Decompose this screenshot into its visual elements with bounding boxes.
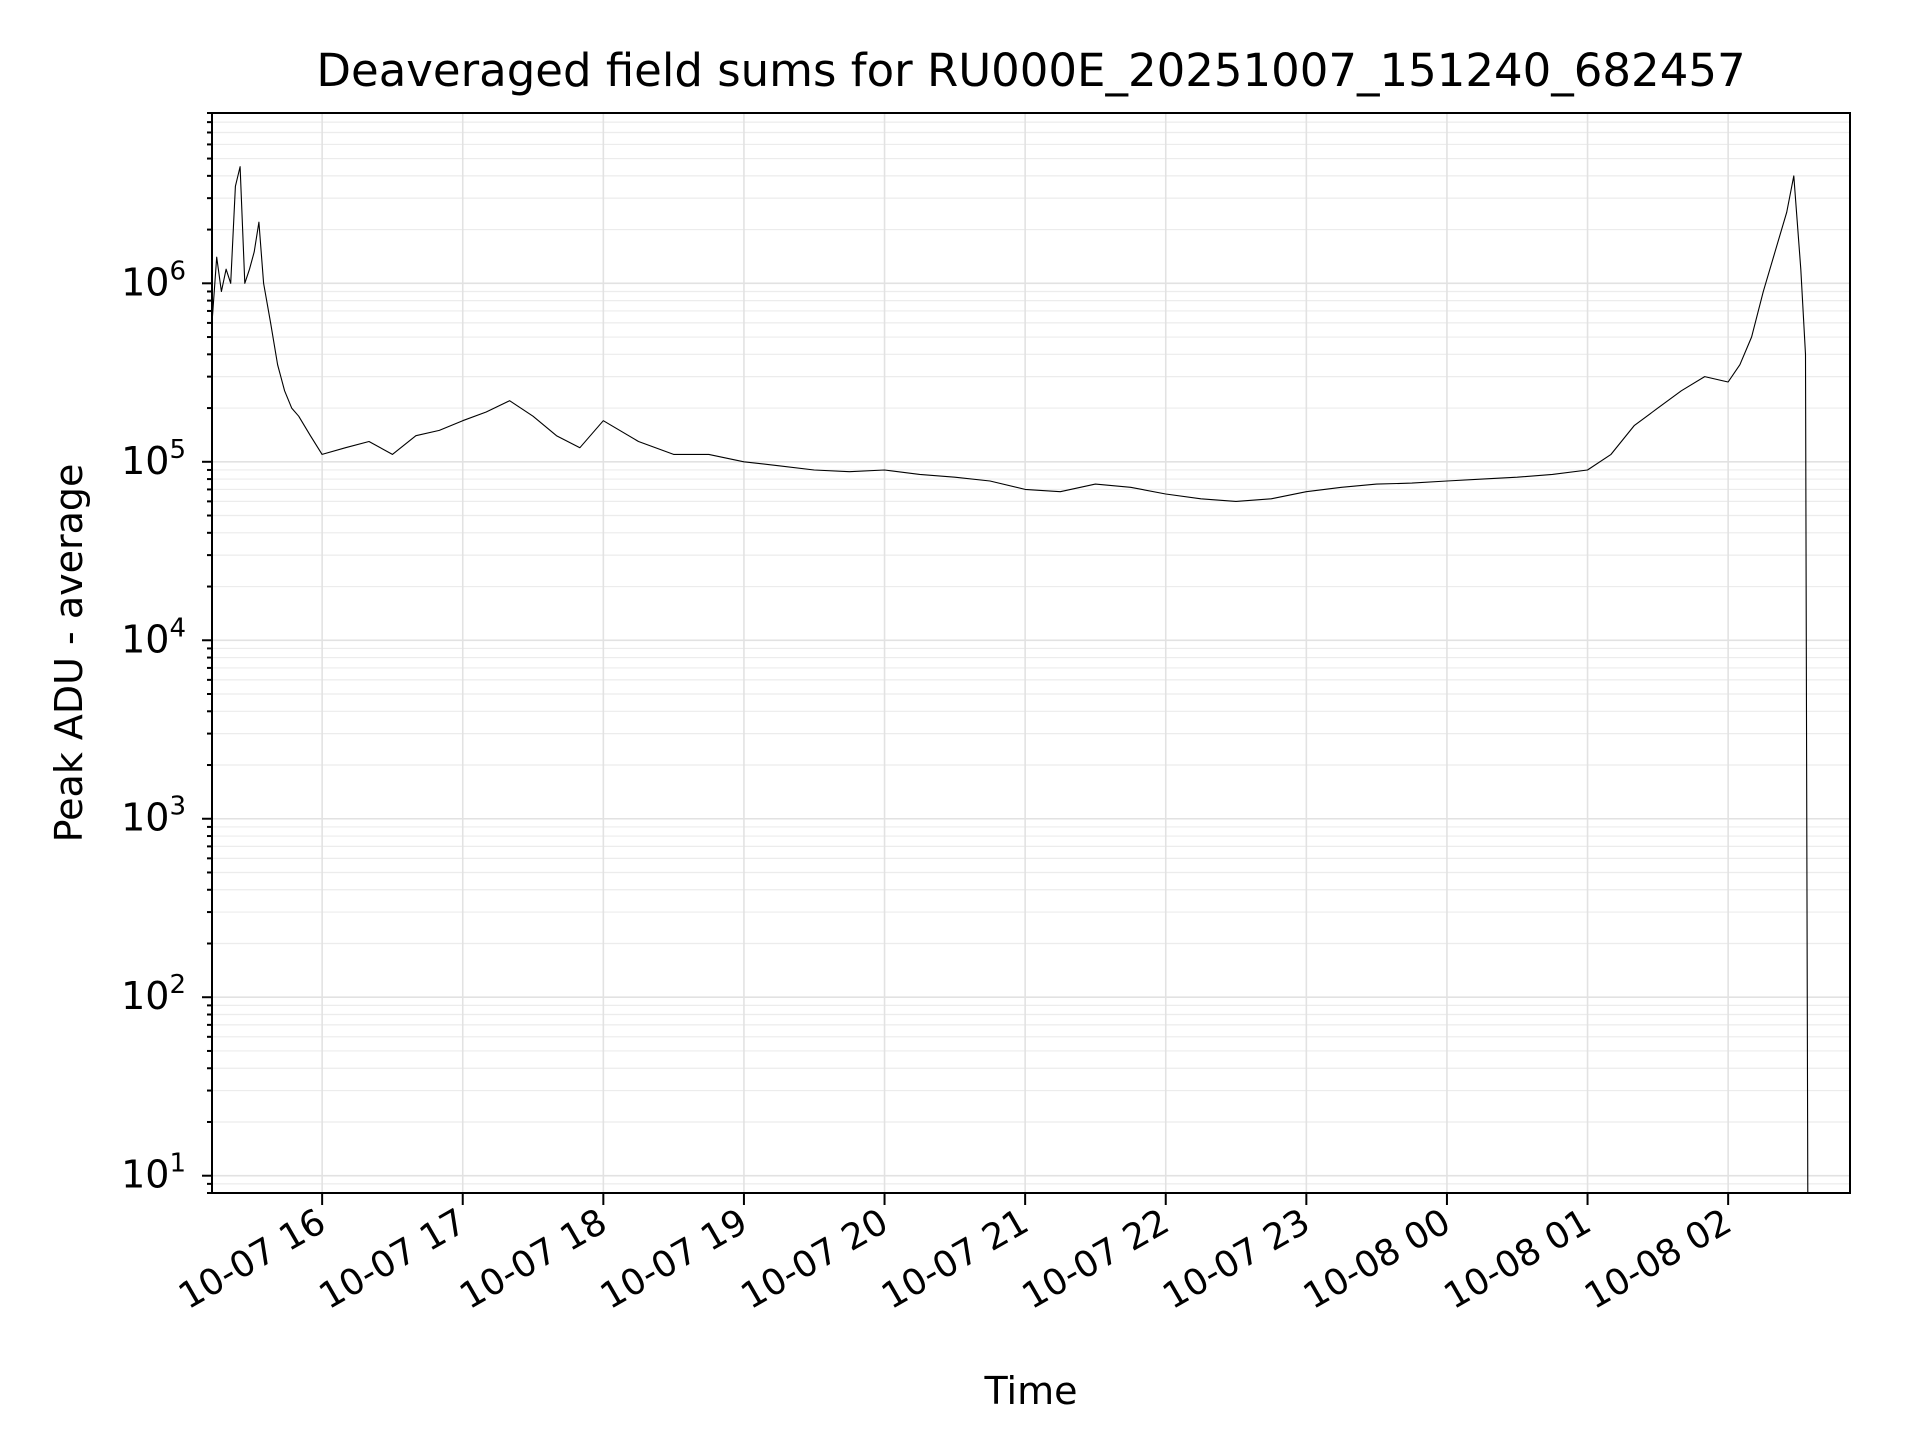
y-tick-label: 104: [121, 613, 186, 661]
y-tick-base: 10: [121, 796, 169, 840]
chart-title: Deaveraged field sums for RU000E_2025100…: [316, 44, 1745, 97]
y-tick-exponent: 3: [169, 792, 186, 822]
y-tick-base: 10: [121, 974, 169, 1018]
y-axis-label: Peak ADU - average: [47, 464, 91, 843]
y-tick-exponent: 2: [169, 970, 186, 1000]
y-tick-exponent: 6: [169, 256, 186, 286]
series-layer: [211, 166, 1809, 1194]
y-tick-exponent: 5: [169, 435, 186, 465]
y-tick-label: 102: [121, 970, 186, 1018]
y-tick-base: 10: [121, 1153, 169, 1197]
y-tick-base: 10: [121, 439, 169, 483]
y-tick-exponent: 4: [169, 613, 186, 643]
y-tick-exponent: 1: [169, 1149, 186, 1179]
y-tick-base: 10: [121, 617, 169, 661]
plot-area-frame: [211, 112, 1851, 1194]
y-tick-base: 10: [121, 260, 169, 304]
x-axis-label: Time: [984, 1369, 1078, 1413]
y-tick-label: 106: [121, 256, 186, 304]
series-line: [211, 166, 1809, 1194]
grid: [212, 112, 1850, 1194]
y-tick-label: 101: [121, 1149, 186, 1197]
y-tick-label: 105: [121, 435, 186, 483]
y-tick-label: 103: [121, 792, 186, 840]
